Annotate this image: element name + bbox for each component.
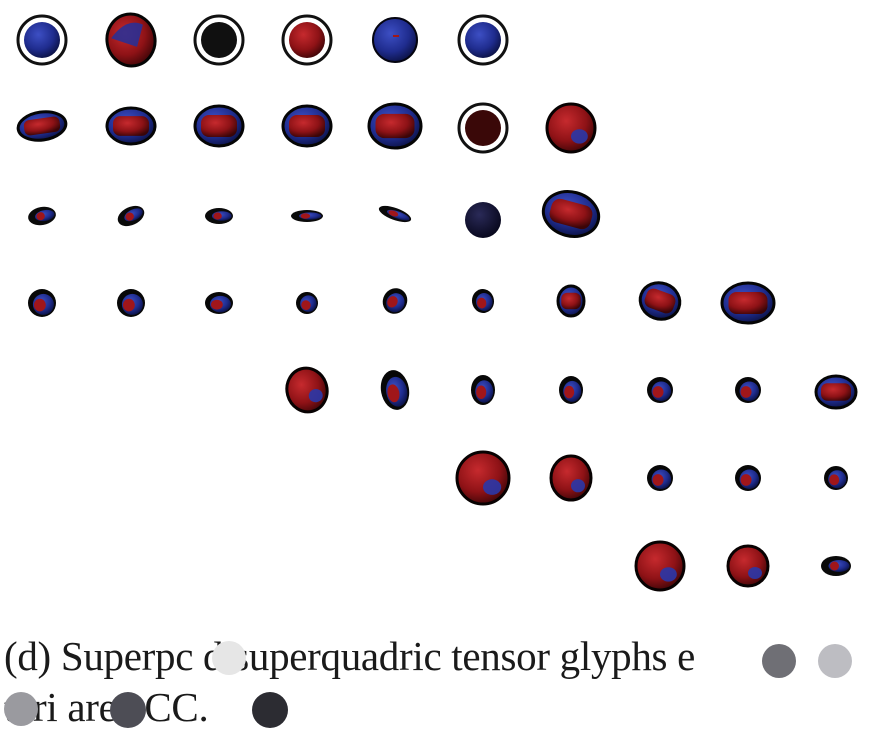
tensor-glyph-blob-mixed (105, 12, 157, 68)
tensor-glyph-disc-flat (281, 104, 333, 148)
caption-blot (818, 644, 852, 678)
tensor-glyph-ring-blue (457, 14, 509, 66)
tensor-glyph-small-rod (291, 210, 323, 222)
tensor-glyph-sphere-red (455, 450, 511, 506)
tensor-glyph-ring-darkred (457, 102, 509, 154)
tensor-glyph-small-blob (559, 376, 583, 404)
tensor-glyph-small-blob (735, 465, 761, 491)
caption-blot (110, 692, 146, 728)
tensor-glyph-disc-flat (105, 106, 157, 146)
caption-blot (212, 641, 246, 675)
tensor-glyph-small-rod (821, 556, 851, 576)
tensor-glyph-small-blob (382, 288, 408, 314)
tensor-glyph-disc-flat (638, 281, 682, 321)
tensor-glyph-disc-flat (814, 374, 858, 410)
tensor-glyph-disc-flat (541, 190, 601, 238)
caption-blot (762, 644, 796, 678)
caption-blot (252, 692, 288, 728)
tensor-glyph-ring-blue (16, 14, 68, 66)
tensor-glyph-disc-flat (367, 102, 423, 150)
tensor-glyph-small-blob (471, 289, 495, 313)
tensor-glyph-disc-flat (193, 104, 245, 148)
tensor-glyph-sphere-red (549, 454, 593, 502)
figure-caption-line-2: teri area CC. (4, 684, 209, 730)
tensor-glyph-small-blob (117, 289, 145, 317)
tensor-glyph-sphere-red (634, 540, 686, 592)
tensor-glyph-small-rod (205, 208, 233, 224)
tensor-glyph-dark-disk (465, 202, 501, 238)
tensor-glyph-disc-flat (720, 281, 776, 325)
tensor-glyph-sphere-red (726, 544, 770, 588)
tensor-glyph-small-blob (824, 466, 848, 490)
tensor-glyph-small-blob (735, 377, 761, 403)
figure-caption-line-1: (d) Superpc d superquadric tensor glyphs… (4, 633, 696, 679)
tensor-glyph-small-blob (28, 289, 56, 317)
tensor-glyph-disc-flat (16, 110, 68, 142)
tensor-glyph-sphere-blue (372, 17, 418, 63)
tensor-glyph-small-blob (380, 370, 410, 410)
tensor-glyph-small-rod (378, 205, 412, 223)
caption-blot (4, 692, 38, 726)
tensor-glyph-ring-red (281, 14, 333, 66)
tensor-glyph-small-blob (471, 375, 495, 405)
tensor-glyph-small-blob (205, 292, 233, 314)
glyph-grid (16, 12, 858, 592)
tensor-glyph-small-blob (647, 465, 673, 491)
tensor-glyph-small-blob (296, 292, 318, 314)
tensor-glyph-ring-black (193, 14, 245, 66)
tensor-glyph-sphere-red (545, 102, 597, 154)
tensor-glyph-small-rod (28, 206, 56, 226)
tensor-glyph-small-rod (117, 205, 145, 227)
tensor-glyph-small-blob (647, 377, 673, 403)
tensor-glyph-disc-flat (556, 284, 586, 318)
tensor-glyph-sphere-red (285, 366, 329, 414)
